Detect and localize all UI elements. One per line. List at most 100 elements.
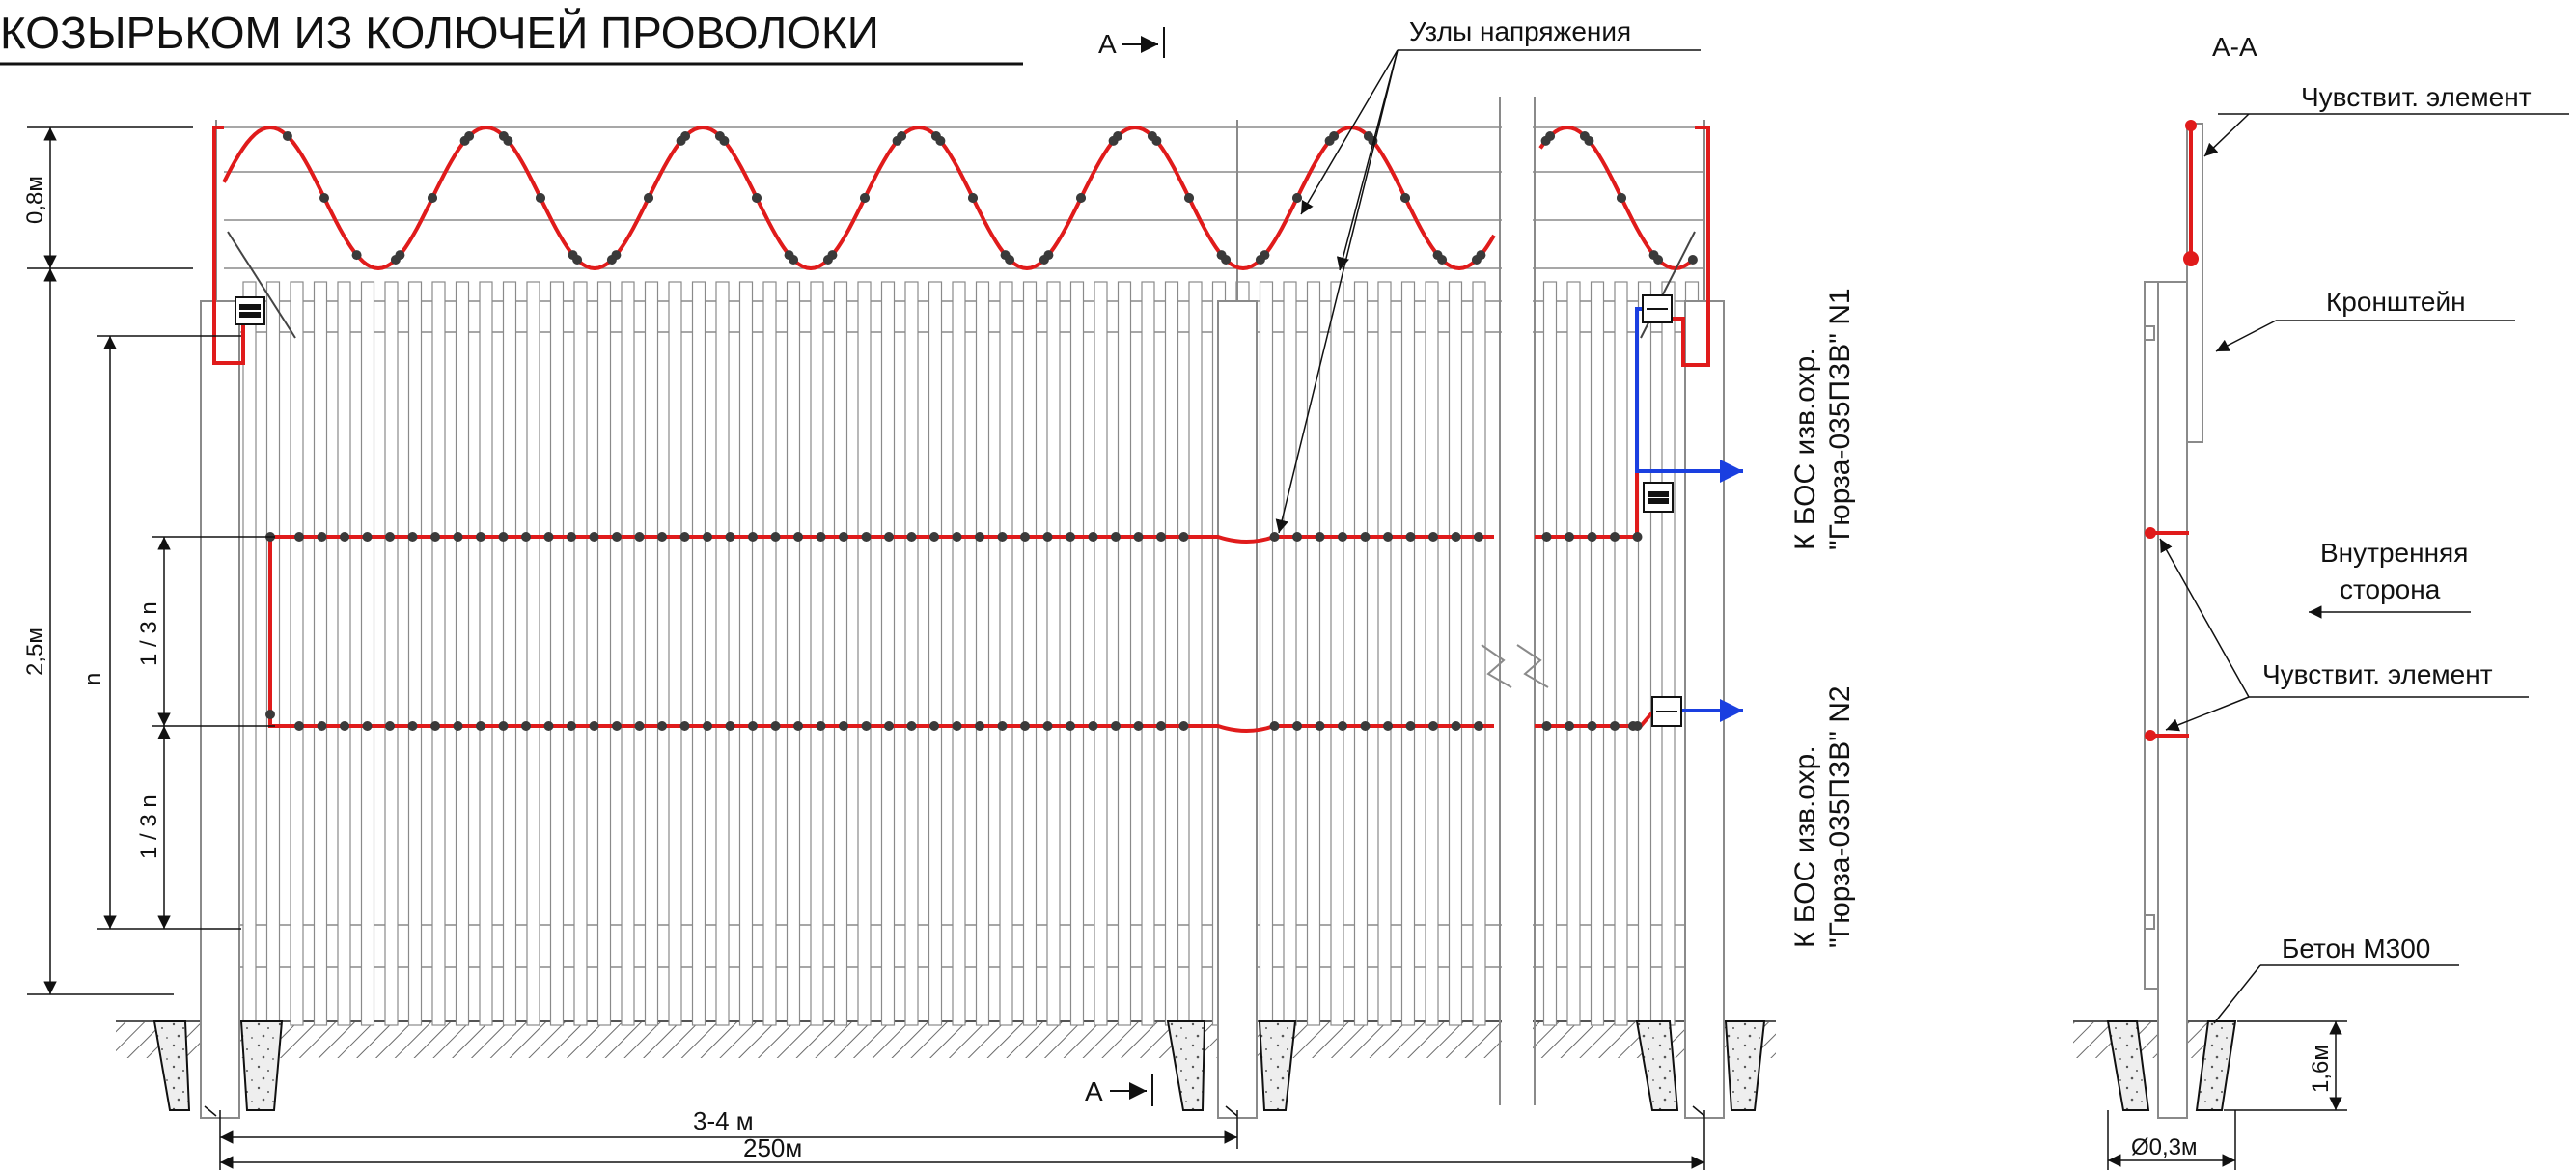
barbed-wire-node [1292,193,1302,203]
barbed-wire-right-drop [1660,126,1710,367]
barbed-wire-node [428,193,437,203]
picket [1330,281,1344,1026]
sensor-node [679,532,690,542]
sensor-node [476,532,485,542]
sensor-node [975,721,984,731]
sensor-node [1020,532,1030,542]
sensor-node [1178,721,1189,731]
barbed-wire-node [1000,250,1011,261]
section-sensor-mid-label: Чувствит. элемент [2262,659,2493,689]
sensor-node [1541,532,1552,542]
sensor-node [543,532,554,542]
sensor-node [612,532,622,542]
sensor-node [430,532,440,542]
sensor-node [407,532,418,542]
sensor-node [567,721,576,731]
sensor-node [362,532,373,542]
picket [857,281,872,1026]
sensor-node [657,532,667,542]
sensor-node [884,721,894,731]
barbed-wire-node [784,250,794,261]
picket [810,281,824,1026]
sensor-node [839,532,848,542]
barbed-wire-sensor [212,125,1710,367]
barbed-wire-node [1184,193,1194,203]
sensor-node [952,532,962,542]
sensor-node [265,710,275,719]
sensor-node [997,532,1008,542]
sensor-node [906,721,917,731]
sensor-node [1338,532,1347,542]
picket [1566,281,1581,1026]
sensor-node [1292,721,1302,731]
picket [715,281,730,1026]
sensor-node [1565,721,1574,731]
sensor-node [430,721,440,731]
picket [762,281,777,1026]
sensor-node [453,721,463,731]
sensor-node [816,532,826,542]
picket [1448,281,1463,1026]
sensor-node [317,721,327,731]
sensor-node [1156,721,1166,731]
section-inner-side-label-1: Внутренняя [2320,538,2468,568]
barbed-wire-node [676,135,686,146]
dimensions-bottom [204,1105,1705,1170]
sensor-node [498,532,509,542]
picket [1022,281,1038,1026]
diagram-title: КОЗЫРЬКОМ ИЗ КОЛЮЧЕЙ ПРОВОЛОКИ [0,8,879,58]
barbed-wire-node [568,250,578,261]
svg-text:"Гюрза-035ПЗВ" N1: "Гюрза-035ПЗВ" N1 [1824,288,1856,550]
dim-third-upper: 1 / 3 n [136,601,162,666]
sensor-node [657,721,667,731]
bos-label-n2: К БОС изв.охр. "Гюрза-035ПЗВ" N2 [1789,685,1856,948]
picket [880,281,896,1026]
picket [786,281,801,1026]
picket [242,281,257,1026]
sensor-node [1315,532,1325,542]
picket [290,281,304,1026]
barbed-wire-node [1579,131,1590,141]
sensor-node [861,532,872,542]
barbed-wire-node [752,193,762,203]
barbed-wire-node [1076,193,1086,203]
barbed-wire-node [1324,135,1335,146]
sensor-node [385,721,395,731]
dim-n: n [80,673,106,685]
picket [1094,281,1108,1026]
sensor-node [1066,721,1075,731]
junction-box-left [235,296,265,325]
picket [1164,281,1179,1026]
barbed-wire-node [930,131,941,141]
sensor-node [1474,721,1483,731]
sensor-node [1451,532,1461,542]
picket [1637,281,1652,1026]
sensor-node [770,532,781,542]
dimensions-left [27,126,275,995]
picket [1661,281,1676,1026]
picket [952,281,966,1026]
sensor-node [725,532,735,542]
picket [1400,281,1416,1026]
picket [337,281,351,1026]
barbed-wire-node [1147,131,1157,141]
section-concrete-label: Бетон М300 [2282,934,2430,963]
sensor-node [589,532,599,542]
sensor-node [1383,721,1393,731]
concrete-footings [152,1020,1766,1111]
barbed-wire-node [644,193,653,203]
sensor-node [634,532,645,542]
sensor-node [839,721,848,731]
sensor-node [1066,532,1075,542]
sensor-node [294,532,304,542]
picket [1117,281,1132,1026]
sensor-node [634,721,645,731]
sensor-node [770,721,781,731]
dim-total-height: 2,5м [22,628,48,676]
picket [479,281,493,1026]
section-depth-label: 1,6м [2308,1045,2334,1093]
barbed-wire-node [892,135,902,146]
picket [1141,281,1155,1026]
junction-box-mid-right [1643,482,1674,513]
